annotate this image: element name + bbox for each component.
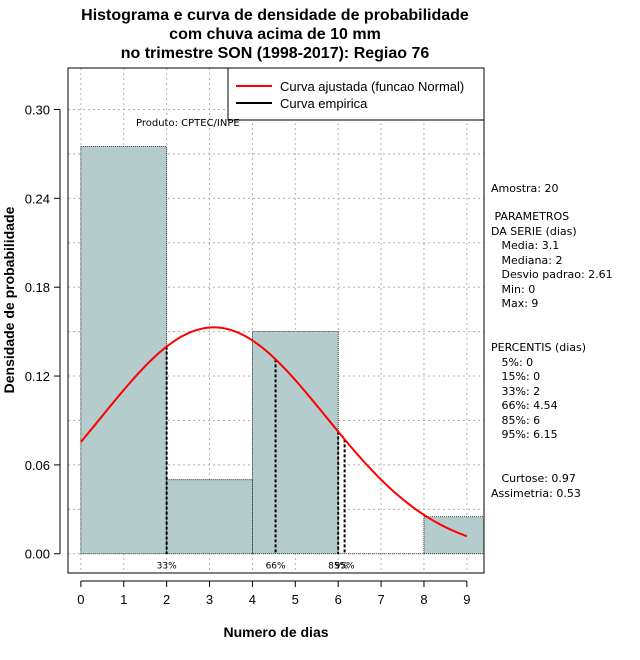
sample-size: Amostra: 20 [491, 182, 559, 195]
y-axis-label: Densidade de probabilidade [1, 206, 17, 394]
x-axis-label: Numero de dias [223, 624, 329, 640]
legend-box: Curva ajustada (funcao Normal) Curva emp… [227, 67, 485, 121]
x-tick-label-5: 5 [292, 592, 299, 607]
legend-label-empirical: Curva empirica [280, 96, 368, 111]
normal-curve [80, 326, 468, 538]
kurtosis: Curtose: 0.97 [491, 472, 576, 485]
legend-label-fitted: Curva ajustada (funcao Normal) [280, 79, 464, 94]
y-tick-label-0.00: 0.00 [25, 547, 50, 562]
percentile-label-85%: 85% [328, 562, 348, 572]
x-tick-label-7: 7 [377, 592, 384, 607]
percentile-66: 66%: 4.54 [491, 399, 558, 412]
y-tick-label-0.12: 0.12 [25, 369, 50, 384]
y-axis: 0.00 0.06 0.12 0.18 0.24 0.30 [25, 102, 61, 562]
percentile-label-33%: 33% [157, 562, 177, 572]
chart-title-line-1: Histograma e curva de densidade de proba… [81, 7, 469, 24]
y-tick-label-0.18: 0.18 [25, 280, 50, 295]
y-tick-label-0.06: 0.06 [25, 458, 50, 473]
chart-title-line-3: no trimestre SON (1998-2017): Regiao 76 [120, 45, 430, 62]
y-tick-label-0.30: 0.30 [25, 102, 50, 117]
x-tick-label-4: 4 [249, 592, 256, 607]
param-median: Mediana: 2 [491, 253, 563, 267]
percentile-95: 95%: 6.15 [491, 428, 558, 441]
percentile-5: 5%: 0 [491, 355, 534, 369]
percentile-15: 15%: 0 [491, 370, 541, 383]
x-tick-label-8: 8 [420, 592, 427, 607]
x-tick-label-1: 1 [120, 592, 127, 607]
params-title-1: PARAMETROS [491, 210, 570, 223]
x-tick-label-9: 9 [463, 592, 470, 607]
percentile-33: 33%: 2 [491, 384, 541, 398]
param-max: Max: 9 [491, 297, 539, 310]
histogram-bar-1 [166, 479, 253, 555]
x-tick-label-6: 6 [335, 592, 342, 607]
product-note: Produto: CPTEC/INPE [136, 118, 240, 129]
y-tick-label-0.24: 0.24 [25, 191, 50, 206]
percentis-title: PERCENTIS (dias) [491, 341, 587, 354]
percentile-85: 85%: 6 [491, 413, 541, 427]
histogram-bar-2 [252, 331, 339, 555]
param-mean: Media: 3.1 [491, 239, 560, 252]
x-tick-label-0: 0 [77, 592, 84, 607]
histogram-bar-0 [80, 146, 168, 555]
params-title-2: DA SERIE (dias) [491, 224, 577, 238]
x-tick-label-3: 3 [206, 592, 213, 607]
percentile-lines: 33% 66% 85%95% [157, 346, 355, 572]
param-sd: Desvio padrao: 2.61 [491, 268, 613, 281]
param-min: Min: 0 [491, 282, 536, 296]
percentile-label-95%: 95% [335, 562, 355, 572]
chart-title-line-2: com chuva acima de 10 mm [169, 26, 381, 43]
histogram-bars [80, 146, 485, 555]
skewness: Assimetria: 0.53 [491, 487, 581, 500]
x-tick-label-2: 2 [163, 592, 170, 607]
x-axis: 0 1 2 3 4 5 6 7 8 9 [77, 580, 470, 607]
histogram-bar-4 [423, 516, 485, 555]
percentile-label-66%: 66% [266, 562, 286, 572]
